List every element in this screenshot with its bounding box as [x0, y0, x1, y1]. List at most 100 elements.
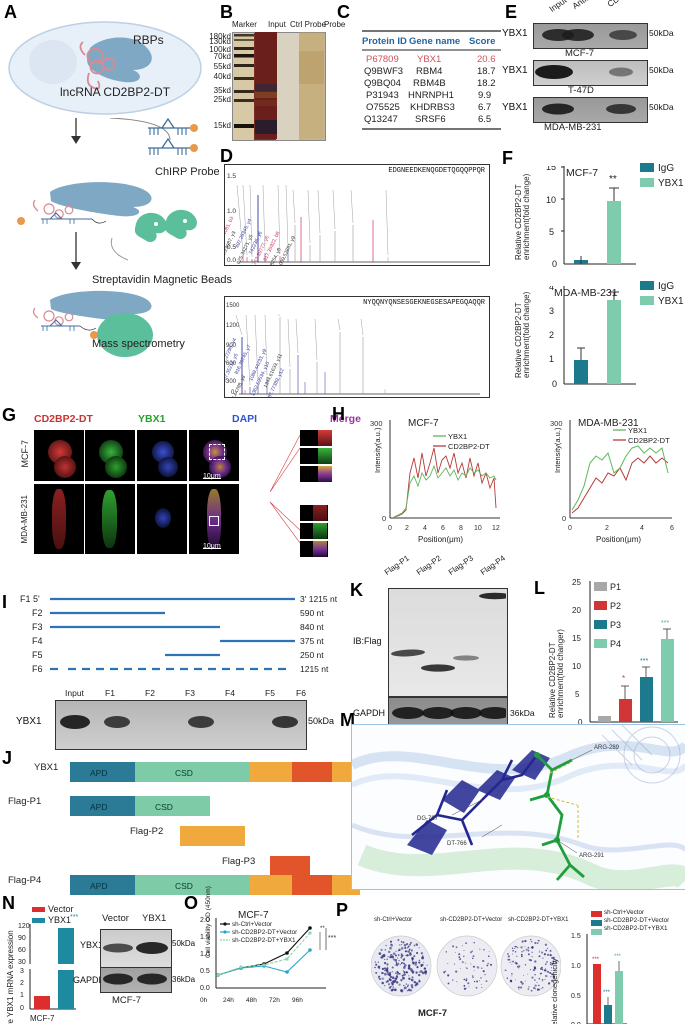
svg-text:120: 120 — [18, 923, 30, 930]
svg-text:2: 2 — [20, 980, 24, 987]
svg-text:5: 5 — [575, 690, 580, 699]
svg-text:MCF-7: MCF-7 — [408, 418, 439, 429]
svg-text:5: 5 — [549, 227, 554, 237]
svg-text:ARG-289: ARG-289 — [594, 745, 620, 751]
svg-text:F4: F4 — [32, 636, 43, 646]
svg-text:1500: 1500 — [226, 303, 240, 309]
svg-text:0: 0 — [552, 259, 557, 269]
svg-text:APD: APD — [90, 881, 107, 891]
svg-text:**: ** — [609, 286, 617, 291]
svg-text:6: 6 — [670, 525, 674, 532]
svg-text:10: 10 — [474, 525, 482, 532]
svg-text:DG-767: DG-767 — [417, 816, 439, 822]
svg-text:lncRNA CD2BP2-DT: lncRNA CD2BP2-DT — [60, 85, 171, 99]
svg-text:CSD: CSD — [175, 768, 193, 778]
svg-text:96h: 96h — [292, 997, 303, 1004]
svg-text:DT-766: DT-766 — [447, 841, 467, 847]
svg-text:2: 2 — [549, 330, 554, 340]
svg-text:**: ** — [609, 174, 617, 185]
svg-text:60: 60 — [18, 947, 26, 954]
svg-text:72h: 72h — [269, 997, 280, 1004]
svg-text:APD: APD — [90, 768, 107, 778]
svg-text:2: 2 — [405, 525, 409, 532]
svg-text:1: 1 — [549, 354, 554, 364]
svg-text:250 nt: 250 nt — [300, 650, 324, 660]
svg-text:F3: F3 — [32, 622, 43, 632]
svg-text:0h: 0h — [200, 997, 208, 1004]
svg-text:MCF-7: MCF-7 — [566, 167, 598, 179]
svg-text:15: 15 — [546, 166, 556, 172]
svg-text:**: ** — [320, 926, 325, 932]
svg-text:YBX1: YBX1 — [658, 178, 684, 189]
svg-text:0: 0 — [562, 514, 566, 523]
svg-text:0.5: 0.5 — [200, 968, 210, 975]
svg-text:IgG: IgG — [658, 281, 674, 292]
svg-text:0.0: 0.0 — [200, 985, 210, 992]
svg-text:90: 90 — [18, 935, 26, 942]
svg-text:F2: F2 — [32, 608, 43, 618]
svg-text:1.5: 1.5 — [571, 933, 581, 940]
svg-text:sh-Ctrl+Vector: sh-Ctrl+Vector — [232, 921, 272, 928]
svg-text:RBPs: RBPs — [133, 33, 164, 47]
svg-text:2: 2 — [605, 525, 609, 532]
svg-text:***: *** — [661, 620, 669, 627]
svg-text:1200: 1200 — [226, 323, 240, 329]
svg-text:1215 nt: 1215 nt — [300, 664, 329, 674]
svg-text:1.5: 1.5 — [227, 173, 236, 180]
svg-text:300: 300 — [370, 419, 383, 428]
svg-text:3: 3 — [549, 306, 554, 316]
svg-text:0: 0 — [568, 525, 572, 532]
svg-text:F1 5': F1 5' — [20, 594, 40, 604]
svg-text:590 nt: 590 nt — [300, 608, 324, 618]
svg-text:YBX1: YBX1 — [658, 296, 684, 307]
svg-text:***: *** — [328, 935, 336, 942]
svg-text:10: 10 — [572, 662, 581, 671]
svg-text:***: *** — [614, 954, 622, 960]
svg-text:Cell viability OD (450nm): Cell viability OD (450nm) — [205, 886, 212, 958]
svg-text:YBX1: YBX1 — [448, 432, 467, 441]
svg-text:Position(μm): Position(μm) — [418, 535, 463, 544]
svg-text:4: 4 — [549, 286, 554, 292]
svg-text:8: 8 — [459, 525, 463, 532]
svg-text:0: 0 — [552, 379, 557, 389]
svg-text:Intensity(a.u.): Intensity(a.u.) — [373, 427, 382, 473]
svg-text:3' 1215 nt: 3' 1215 nt — [300, 594, 338, 604]
svg-text:4: 4 — [640, 525, 644, 532]
svg-text:MCF-7: MCF-7 — [30, 1014, 55, 1023]
svg-text:ARG-291: ARG-291 — [579, 853, 605, 859]
svg-text:6: 6 — [441, 525, 445, 532]
svg-text:F6: F6 — [32, 664, 43, 674]
svg-text:F5: F5 — [32, 650, 43, 660]
svg-text:1.0: 1.0 — [571, 963, 581, 970]
svg-text:sh-CD2BP2-DT+Vector: sh-CD2BP2-DT+Vector — [232, 929, 297, 936]
svg-text:0: 0 — [20, 1005, 24, 1012]
svg-text:CSD: CSD — [175, 881, 193, 891]
svg-text:24h: 24h — [223, 997, 234, 1004]
svg-text:15: 15 — [572, 634, 581, 643]
svg-text:48h: 48h — [246, 997, 257, 1004]
svg-text:12: 12 — [492, 525, 500, 532]
svg-text:4: 4 — [423, 525, 427, 532]
svg-text:1.0: 1.0 — [227, 208, 236, 215]
svg-text:***: *** — [640, 658, 648, 665]
svg-text:IgG: IgG — [658, 163, 674, 174]
svg-text:0: 0 — [388, 525, 392, 532]
svg-text:sh-CD2BP2-DT+YBX1: sh-CD2BP2-DT+YBX1 — [232, 937, 296, 944]
svg-text:3: 3 — [20, 968, 24, 975]
svg-text:20: 20 — [572, 606, 581, 615]
svg-text:375 nt: 375 nt — [300, 636, 324, 646]
svg-text:300: 300 — [550, 419, 563, 428]
svg-text:0: 0 — [382, 514, 386, 523]
svg-text:30: 30 — [18, 959, 26, 966]
svg-text:1: 1 — [20, 992, 24, 999]
svg-text:CD2BP2-DT: CD2BP2-DT — [448, 442, 490, 451]
svg-text:Position(μm): Position(μm) — [596, 535, 641, 544]
svg-text:25: 25 — [572, 578, 581, 587]
svg-text:*: * — [622, 674, 625, 683]
svg-text:840 nt: 840 nt — [300, 622, 324, 632]
svg-text:CD2BP2-DT: CD2BP2-DT — [628, 436, 670, 445]
svg-text:MCF-7: MCF-7 — [238, 910, 269, 921]
svg-text:APD: APD — [90, 802, 107, 812]
svg-text:***: *** — [603, 990, 611, 996]
svg-text:CSD: CSD — [155, 802, 173, 812]
